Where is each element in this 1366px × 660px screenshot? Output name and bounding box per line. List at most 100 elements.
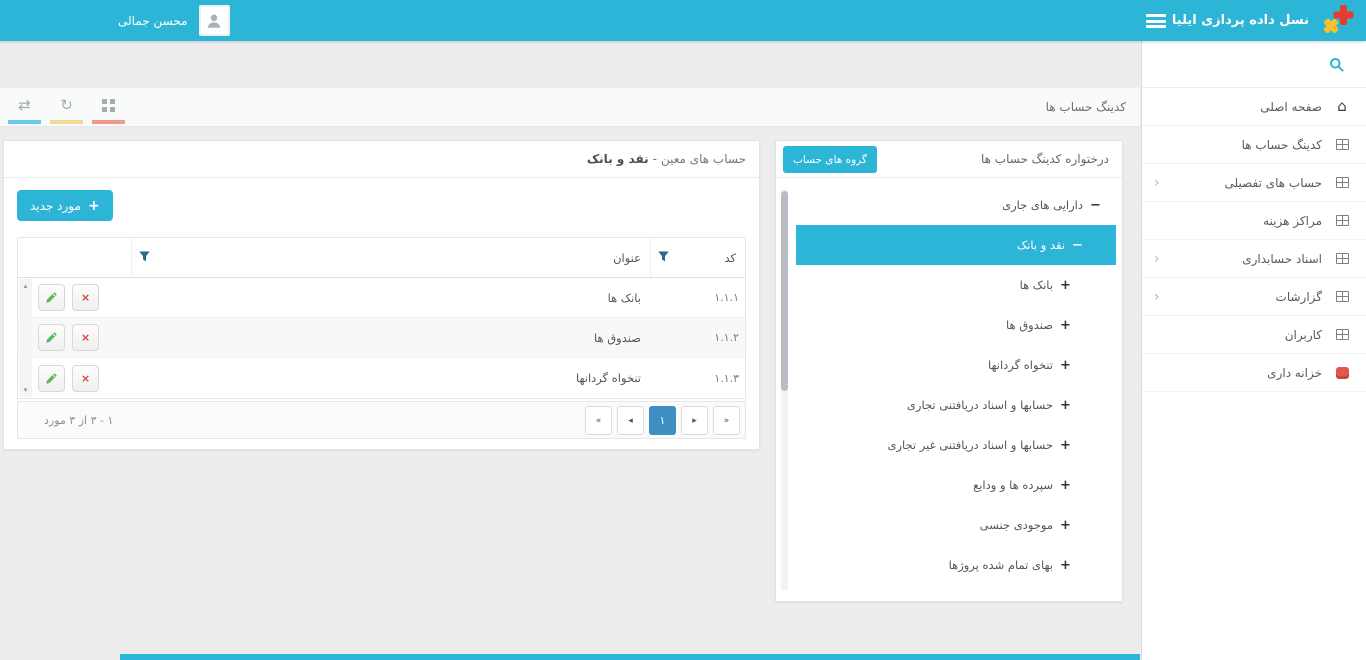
delete-x-icon: × [81, 290, 90, 305]
collapse-icon[interactable]: − [1072, 237, 1083, 253]
cell-actions: × [18, 364, 131, 392]
sidebar-item-account-coding[interactable]: کدینگ حساب ها [1142, 126, 1366, 164]
new-item-button[interactable]: + مورد جدید [17, 190, 113, 221]
expand-icon[interactable]: + [1060, 357, 1071, 373]
grid-shape [1335, 253, 1349, 264]
scroll-down-icon[interactable]: ▾ [23, 386, 28, 394]
pager-info: ۱ - ۳ از ۳ مورد [44, 414, 114, 427]
grid-shape [1335, 215, 1349, 226]
chevron-left-icon: ‹ [1154, 174, 1160, 191]
user-box[interactable]: محسن جمالی [118, 4, 230, 37]
delete-button[interactable]: × [72, 324, 99, 351]
pager-first[interactable]: « [585, 406, 612, 435]
sidebar-search [1142, 41, 1366, 88]
scroll-up-icon[interactable]: ▴ [23, 282, 28, 290]
search-input[interactable] [1142, 41, 1366, 87]
cell-title: تنخواه گردانها [575, 371, 641, 385]
tree-item[interactable]: − نقد و بانک [796, 225, 1116, 265]
pencil-icon [45, 331, 58, 344]
sidebar-item-home[interactable]: ⌂ صفحه اصلی [1142, 88, 1366, 126]
sidebar-item-label: حساب های تفصیلی [1224, 175, 1323, 190]
sidebar-item-detail-accounts[interactable]: حساب های تفصیلی ‹ [1142, 164, 1366, 202]
delete-button[interactable]: × [72, 284, 99, 311]
expand-icon[interactable]: + [1060, 277, 1071, 293]
tree-item[interactable]: + بهای تمام شده پروژها [796, 545, 1116, 585]
tree-item[interactable]: + تنخواه گردانها [796, 345, 1116, 385]
edit-button[interactable] [38, 364, 65, 392]
sidebar-item-label: گزارشات [1275, 289, 1322, 304]
tree-scrollbar[interactable] [781, 189, 788, 591]
sidebar-item-label: کاربران [1284, 327, 1322, 342]
sidebar-item-treasury[interactable]: خزانه داری [1142, 354, 1366, 392]
expand-icon[interactable]: + [1060, 317, 1071, 333]
sidebar-item-label: صفحه اصلی [1260, 99, 1322, 114]
grid-icon [1334, 291, 1350, 302]
hamburger-menu-icon[interactable] [1146, 14, 1166, 28]
plus-icon: + [87, 197, 100, 214]
treasury-shape [1335, 366, 1349, 379]
pager-last[interactable]: » [713, 406, 740, 435]
delete-button[interactable]: × [72, 364, 99, 392]
pager-prev[interactable]: ◂ [617, 406, 644, 435]
expand-icon[interactable]: + [1060, 397, 1071, 413]
sidebar-item-label: کدینگ حساب ها [1241, 137, 1322, 152]
brand-title: نسل داده پردازی ایلیا [1171, 13, 1309, 28]
tree-item[interactable]: + بانک ها [796, 265, 1116, 305]
sidebar-item-label: خزانه داری [1267, 365, 1322, 380]
expand-icon[interactable]: + [1060, 557, 1071, 573]
swap-arrows-icon[interactable]: ⇄ [8, 90, 41, 124]
tree-item[interactable]: + سپرده ها و ودایع [796, 465, 1116, 505]
edit-button[interactable] [38, 284, 65, 311]
tree-item-label: موجودی جنسی [979, 518, 1053, 532]
tree-panel-header: درختواره کدینگ حساب ها گروه های حساب [776, 141, 1122, 178]
expand-icon[interactable]: + [1060, 437, 1071, 453]
table-row: ۱.۱.۱ بانک ها × [18, 278, 745, 318]
sidebar-item-users[interactable]: کاربران [1142, 316, 1366, 354]
collapse-icon[interactable]: − [1090, 197, 1101, 213]
sidebar-item-label: مراکز هزینه [1263, 213, 1322, 228]
sidebar: ⌂ صفحه اصلی کدینگ حساب ها حساب های تفصیلی ‹ م… [1141, 41, 1366, 660]
expand-icon[interactable]: + [1060, 517, 1071, 533]
title-prefix: حساب های معین [660, 152, 746, 166]
expand-icon[interactable]: + [1060, 477, 1071, 493]
top-bar: نسل داده پردازی ایلیا محسن جمالی [0, 0, 1366, 41]
accounts-panel-header: حساب های معین-نقد و بانک [4, 141, 759, 178]
column-label-code: کد [724, 251, 736, 265]
tree-scrollbar-thumb[interactable] [781, 191, 788, 391]
sidebar-item-cost-centers[interactable]: مراکز هزینه [1142, 202, 1366, 240]
delete-x-icon: × [81, 330, 90, 345]
tree-item[interactable]: + موجودی جنسی [796, 505, 1116, 545]
search-icon[interactable] [1329, 57, 1344, 76]
sidebar-item-accounting-documents[interactable]: اسناد حسابداری ‹ [1142, 240, 1366, 278]
tree-panel-title: درختواره کدینگ حساب ها [980, 152, 1109, 166]
tree-item[interactable]: + حسابها و اسناد دریافتنی تجاری [796, 385, 1116, 425]
tree-item[interactable]: − دارایی های جاری [796, 185, 1116, 225]
filter-icon[interactable] [658, 251, 669, 265]
edit-button[interactable] [38, 324, 65, 351]
pager-next[interactable]: ▸ [681, 406, 708, 435]
account-groups-button[interactable]: گروه های حساب [783, 146, 877, 173]
grid-4-icon[interactable] [92, 90, 125, 124]
pager-page-1[interactable]: ۱ [649, 406, 676, 435]
tree-item[interactable]: + صندوق ها [796, 305, 1116, 345]
cell-code: ۱.۱.۳ [714, 371, 739, 385]
column-header-title: عنوان [131, 238, 651, 277]
tree-item-label: دارایی های جاری [1002, 198, 1083, 212]
pencil-icon [45, 291, 58, 304]
grid-icon [1334, 139, 1350, 150]
title-current: نقد و بانک [586, 152, 649, 166]
sidebar-menu: ⌂ صفحه اصلی کدینگ حساب ها حساب های تفصیلی ‹ م… [1142, 88, 1366, 392]
account-tree: − دارایی های جاری − نقد و بانک + بانک ها + صندو… [796, 185, 1116, 585]
accounts-table: کد عنوان ۱.۱.۱ بانک ها × ۱.۱.۲ صندوق ها × ۱.۱.… [17, 237, 746, 399]
sidebar-item-reports[interactable]: گزارشات ‹ [1142, 278, 1366, 316]
main-content: کدینگ حساب ها ⇄ ↻ درختواره کدینگ حساب ها … [0, 41, 1140, 660]
table-header: کد عنوان [18, 238, 745, 278]
filter-icon[interactable] [139, 251, 150, 265]
tree-item-label: نقد و بانک [1016, 238, 1065, 252]
tree-item-label: حسابها و اسناد دریافتنی غیر تجاری [887, 438, 1053, 452]
tree-item[interactable]: + حسابها و اسناد دریافتنی غیر تجاری [796, 425, 1116, 465]
view-toolbar: ⇄ ↻ [8, 90, 125, 124]
grid-shape [1335, 291, 1349, 302]
table-scrollbar[interactable]: ▴ ▾ [19, 279, 32, 397]
refresh-icon[interactable]: ↻ [50, 90, 83, 124]
